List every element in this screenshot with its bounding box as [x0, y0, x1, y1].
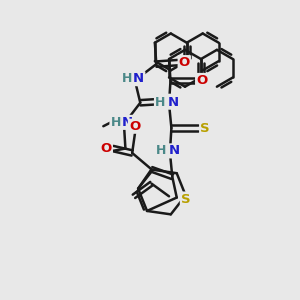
Text: N: N [169, 144, 180, 158]
Text: S: S [167, 95, 176, 108]
Text: H: H [122, 72, 132, 85]
Text: H: H [155, 96, 165, 109]
Text: H: H [110, 116, 121, 129]
Text: O: O [196, 74, 207, 87]
Text: O: O [101, 142, 112, 155]
Text: O: O [178, 56, 190, 69]
Text: S: S [200, 122, 210, 134]
Text: N: N [133, 72, 144, 85]
Text: N: N [168, 96, 179, 109]
Text: O: O [129, 120, 140, 133]
Text: S: S [181, 193, 190, 206]
Text: N: N [122, 116, 134, 129]
Text: H: H [156, 144, 166, 158]
